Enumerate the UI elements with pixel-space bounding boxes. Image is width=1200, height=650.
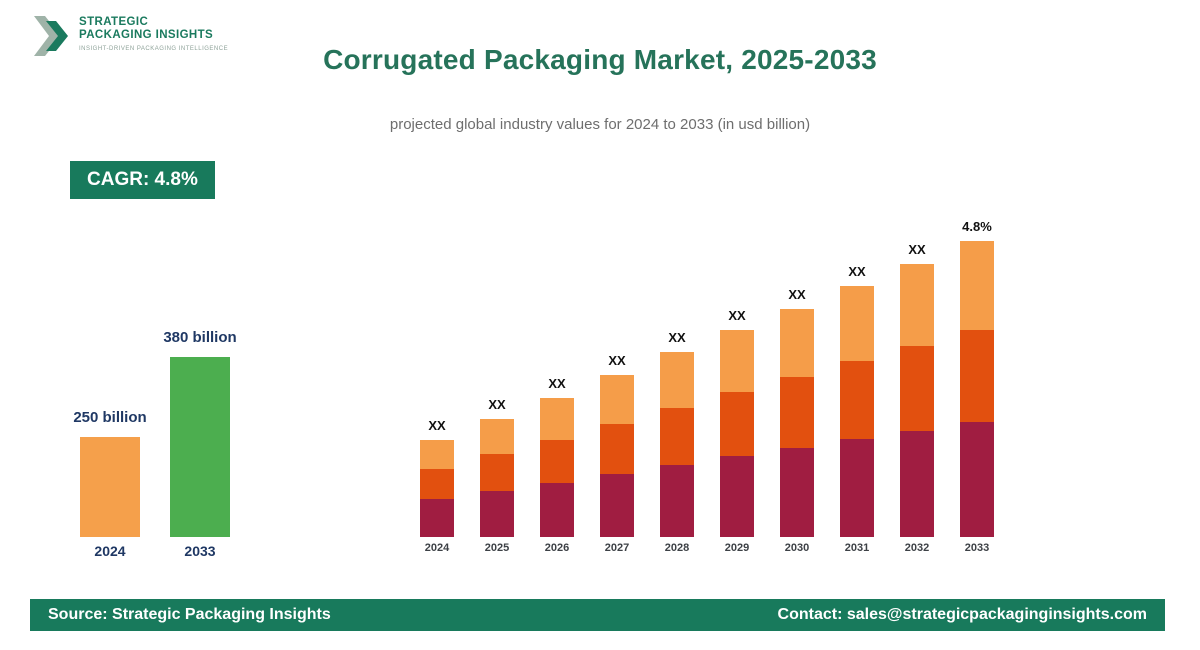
footer-contact: Contact: sales@strategicpackaginginsight…: [777, 606, 1147, 623]
year-label: 2029: [724, 542, 750, 554]
page-title: Corrugated Packaging Market, 2025-2033: [323, 44, 877, 75]
logo-name-line2: PACKAGING INSIGHTS: [79, 28, 214, 41]
top-segment: [840, 286, 874, 361]
footer-bar: Source: Strategic Packaging Insights Con…: [30, 599, 1165, 631]
bar-value-label: XX: [488, 397, 506, 412]
bar-value-label: XX: [548, 376, 566, 391]
footer-source: Source: Strategic Packaging Insights: [48, 606, 331, 623]
top-segment: [780, 309, 814, 377]
bottom-segment: [840, 439, 874, 537]
bottom-segment: [960, 422, 994, 537]
logo-chevron-icon: [32, 13, 70, 64]
bottom-segment: [540, 483, 574, 537]
bar-value-label: XX: [788, 287, 806, 302]
cagr-badge: CAGR: 4.8%: [70, 161, 215, 199]
middle-segment: [600, 424, 634, 474]
year-label: 2024: [424, 542, 450, 554]
stacked-bar-2032: [900, 264, 934, 537]
top-segment: [900, 264, 934, 346]
bottom-segment: [780, 448, 814, 537]
top-segment: [480, 419, 514, 454]
top-segment: [720, 330, 754, 392]
logo-name-line1: STRATEGIC: [79, 16, 149, 28]
logo-tagline: INSIGHT-DRIVEN PACKAGING INTELLIGENCE: [79, 45, 229, 52]
bar-value-label: XX: [428, 418, 446, 433]
bottom-segment: [900, 431, 934, 537]
summary-year-label: 2024: [94, 543, 126, 559]
page-subtitle: projected global industry values for 202…: [389, 116, 811, 133]
middle-segment: [660, 408, 694, 465]
stacked-bar-2031: [840, 286, 874, 537]
year-label: 2030: [784, 542, 810, 554]
summary-value-label: 250 billion: [73, 409, 147, 426]
top-segment: [960, 241, 994, 330]
bar-value-label: XX: [848, 264, 866, 279]
year-label: 2028: [664, 542, 690, 554]
summary-bar-2024: [80, 437, 140, 537]
bar-value-label: XX: [908, 242, 926, 257]
middle-segment: [540, 440, 574, 483]
bottom-segment: [600, 474, 634, 537]
bottom-segment: [660, 465, 694, 537]
year-label: 2032: [904, 542, 930, 554]
middle-segment: [960, 330, 994, 422]
top-segment: [540, 398, 574, 440]
top-segment: [660, 352, 694, 408]
year-label: 2026: [544, 542, 570, 554]
stacked-bar-2030: [780, 309, 814, 537]
bottom-segment: [720, 456, 754, 537]
middle-segment: [780, 377, 814, 448]
year-label: 2031: [844, 542, 870, 554]
bar-value-label: 4.8%: [962, 219, 992, 234]
middle-segment: [480, 454, 514, 491]
stacked-bar-2025: [480, 419, 514, 537]
stacked-bar-2033: [960, 241, 994, 537]
summary-bar-2033: [170, 357, 230, 537]
middle-segment: [720, 392, 754, 456]
company-logo: STRATEGIC PACKAGING INSIGHTS INSIGHT-DRI…: [32, 13, 228, 64]
bottom-segment: [480, 491, 514, 537]
top-segment: [420, 440, 454, 469]
bar-value-label: XX: [608, 353, 626, 368]
year-label: 2025: [484, 542, 510, 554]
year-label: 2027: [604, 542, 630, 554]
top-segment: [600, 375, 634, 424]
stacked-bar-2024: [420, 440, 454, 537]
summary-value-label: 380 billion: [163, 329, 237, 346]
year-label: 2033: [964, 542, 990, 554]
stacked-bar-2026: [540, 398, 574, 537]
stacked-bar-2027: [600, 375, 634, 537]
stacked-bar-2028: [660, 352, 694, 537]
bottom-segment: [420, 499, 454, 537]
logo-text: STRATEGIC PACKAGING INSIGHTS INSIGHT-DRI…: [79, 13, 228, 52]
middle-segment: [900, 346, 934, 431]
bar-value-label: XX: [728, 308, 746, 323]
middle-segment: [840, 361, 874, 439]
bar-value-label: XX: [668, 330, 686, 345]
middle-segment: [420, 469, 454, 499]
stacked-bar-2029: [720, 330, 754, 537]
summary-year-label: 2033: [184, 543, 216, 559]
